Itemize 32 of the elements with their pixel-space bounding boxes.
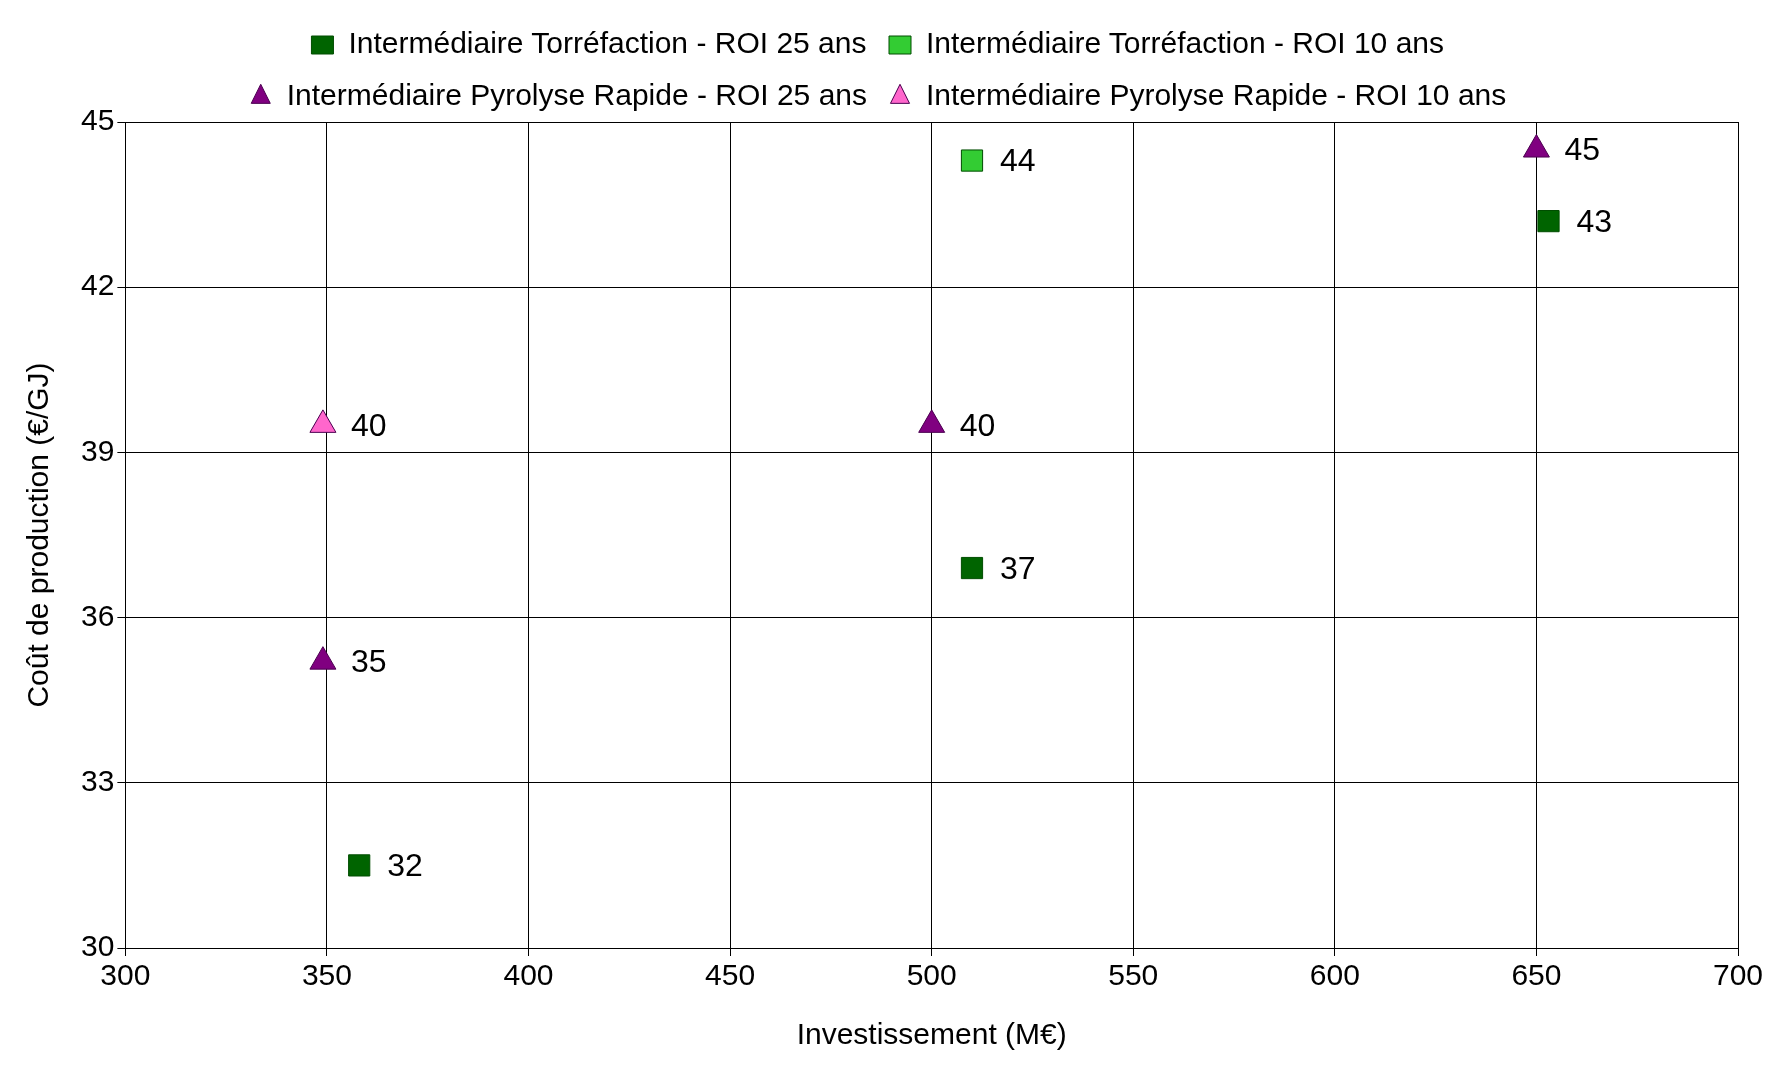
y-tick-label: 45 (80, 103, 115, 137)
y-tick-label: 42 (80, 268, 115, 302)
data-label: 37 (1000, 549, 1036, 586)
x-tick-label: 500 (906, 958, 957, 992)
x-axis-title: Investissement (M€) (796, 1017, 1067, 1051)
legend-label: Intermédiaire Pyrolyse Rapide - ROI 25 ans (286, 78, 868, 112)
data-label: 40 (959, 406, 996, 443)
x-tick-label: 700 (1712, 958, 1764, 992)
point (309, 409, 337, 433)
point (348, 854, 371, 877)
legend-label: Intermédiaire Pyrolyse Rapide - ROI 10 ans (926, 78, 1507, 112)
x-tick-label: 650 (1511, 958, 1562, 992)
y-tick-label: 39 (80, 433, 115, 467)
x-tick-label: 600 (1309, 958, 1360, 992)
y-axis-title: Coût de production (€/GJ) (21, 362, 55, 708)
y-tick-label: 33 (80, 764, 115, 798)
point (918, 409, 946, 433)
legend-label: Intermédiaire Torréfaction - ROI 10 ans (926, 26, 1445, 60)
x-tick-label: 550 (1108, 958, 1159, 992)
x-tick-label: 450 (705, 958, 756, 992)
data-label: 44 (1000, 142, 1036, 179)
point (960, 556, 984, 580)
data-label: 40 (350, 406, 387, 443)
x-tick-label: 350 (301, 958, 352, 992)
data-label: 45 (1564, 131, 1601, 168)
legend-label: Intermédiaire Torréfaction - ROI 25 ans (348, 26, 867, 60)
data-label: 35 (350, 643, 387, 680)
x-tick-label: 400 (503, 958, 554, 992)
y-tick-label: 36 (80, 598, 115, 632)
point (1522, 134, 1550, 158)
data-label: 43 (1576, 202, 1613, 239)
data-label: 32 (387, 847, 423, 884)
